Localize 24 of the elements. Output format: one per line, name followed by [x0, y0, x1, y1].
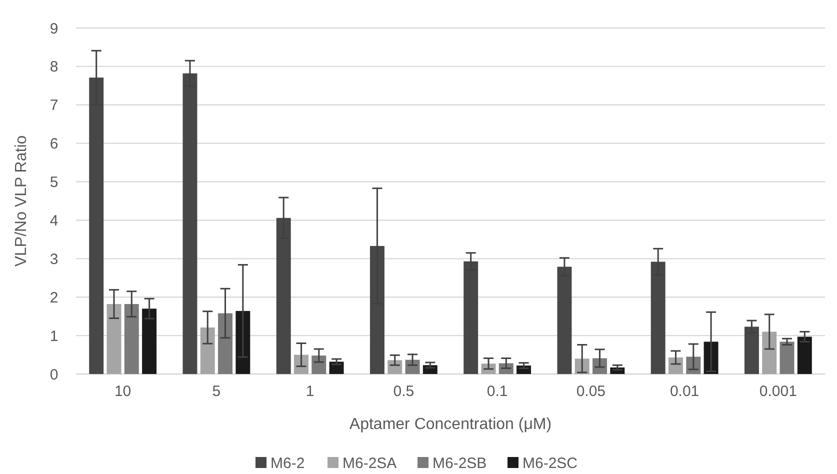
x-axis-title: Aptamer Concentration (μM) — [349, 416, 552, 433]
x-tick-label: 0.001 — [759, 383, 797, 400]
y-tick-label: 3 — [50, 250, 58, 268]
x-tick-label: 10 — [114, 383, 132, 400]
legend-label: M6-2SA — [342, 455, 397, 472]
y-axis-title: VLP/No VLP Ratio — [13, 135, 30, 267]
legend-label: M6-2SC — [522, 455, 578, 472]
y-tick-label: 0 — [50, 366, 58, 384]
y-tick-label: 8 — [50, 58, 58, 76]
x-tick-label: 0.1 — [486, 383, 508, 400]
x-tick-label: 5 — [212, 383, 221, 400]
y-tick-label: 7 — [50, 97, 58, 114]
y-tick-label: 4 — [50, 212, 58, 230]
y-tick-label: 2 — [50, 289, 58, 306]
y-tick-label: 5 — [50, 174, 58, 192]
y-tick-label: 9 — [50, 20, 58, 38]
legend-label: M6-2 — [270, 455, 305, 472]
y-tick-label: 6 — [50, 136, 58, 153]
y-tick-label: 1 — [50, 328, 58, 345]
x-tick-label: 1 — [306, 383, 314, 400]
x-tick-label: 0.01 — [670, 383, 700, 400]
x-tick-label: 0.05 — [576, 383, 606, 400]
x-tick-label: 0.5 — [393, 383, 414, 400]
legend-label: M6-2SB — [432, 455, 487, 472]
